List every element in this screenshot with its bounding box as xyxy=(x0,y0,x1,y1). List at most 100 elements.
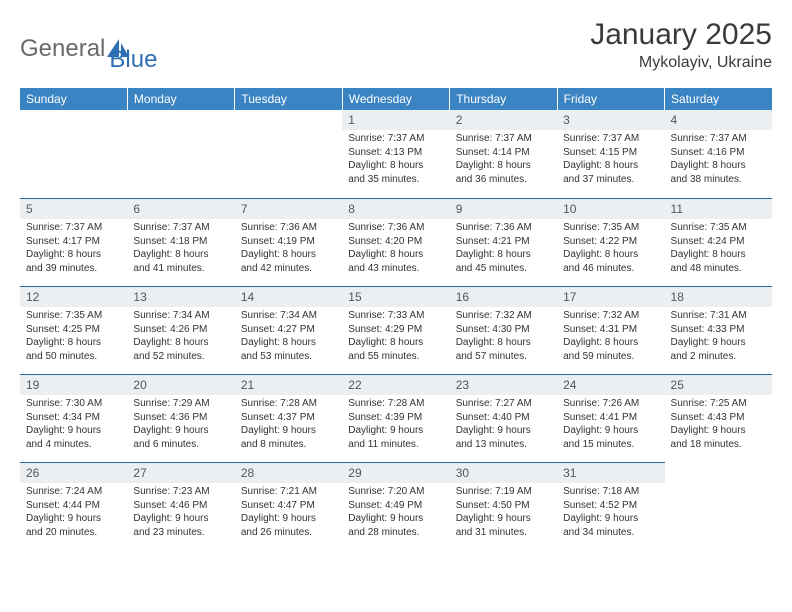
calendar-day-cell: 6Sunrise: 7:37 AMSunset: 4:18 PMDaylight… xyxy=(127,198,234,286)
calendar-header: SundayMondayTuesdayWednesdayThursdayFrid… xyxy=(20,88,772,110)
calendar-day-cell xyxy=(665,462,772,550)
calendar-day-cell xyxy=(235,110,342,198)
calendar-day-cell: 10Sunrise: 7:35 AMSunset: 4:22 PMDayligh… xyxy=(557,198,664,286)
day-info: Sunrise: 7:29 AMSunset: 4:36 PMDaylight:… xyxy=(127,395,234,455)
day-number: 27 xyxy=(127,462,234,483)
day-info: Sunrise: 7:20 AMSunset: 4:49 PMDaylight:… xyxy=(342,483,449,543)
day-info: Sunrise: 7:25 AMSunset: 4:43 PMDaylight:… xyxy=(665,395,772,455)
calendar-day-cell: 17Sunrise: 7:32 AMSunset: 4:31 PMDayligh… xyxy=(557,286,664,374)
day-number: 26 xyxy=(20,462,127,483)
day-info: Sunrise: 7:35 AMSunset: 4:24 PMDaylight:… xyxy=(665,219,772,279)
day-info: Sunrise: 7:37 AMSunset: 4:17 PMDaylight:… xyxy=(20,219,127,279)
day-number: 7 xyxy=(235,198,342,219)
day-number: 9 xyxy=(450,198,557,219)
day-info: Sunrise: 7:37 AMSunset: 4:18 PMDaylight:… xyxy=(127,219,234,279)
day-info: Sunrise: 7:18 AMSunset: 4:52 PMDaylight:… xyxy=(557,483,664,543)
weekday-header: Monday xyxy=(127,88,234,110)
weekday-header: Friday xyxy=(557,88,664,110)
day-info: Sunrise: 7:27 AMSunset: 4:40 PMDaylight:… xyxy=(450,395,557,455)
calendar-day-cell: 3Sunrise: 7:37 AMSunset: 4:15 PMDaylight… xyxy=(557,110,664,198)
day-info: Sunrise: 7:37 AMSunset: 4:13 PMDaylight:… xyxy=(342,130,449,190)
day-number: 20 xyxy=(127,374,234,395)
day-number: 24 xyxy=(557,374,664,395)
day-info: Sunrise: 7:24 AMSunset: 4:44 PMDaylight:… xyxy=(20,483,127,543)
weekday-header: Wednesday xyxy=(342,88,449,110)
day-number: 8 xyxy=(342,198,449,219)
day-info: Sunrise: 7:37 AMSunset: 4:14 PMDaylight:… xyxy=(450,130,557,190)
day-info: Sunrise: 7:35 AMSunset: 4:22 PMDaylight:… xyxy=(557,219,664,279)
calendar-day-cell: 8Sunrise: 7:36 AMSunset: 4:20 PMDaylight… xyxy=(342,198,449,286)
day-info: Sunrise: 7:33 AMSunset: 4:29 PMDaylight:… xyxy=(342,307,449,367)
calendar-table: SundayMondayTuesdayWednesdayThursdayFrid… xyxy=(20,88,772,550)
day-number: 14 xyxy=(235,286,342,307)
calendar-day-cell: 20Sunrise: 7:29 AMSunset: 4:36 PMDayligh… xyxy=(127,374,234,462)
day-number: 31 xyxy=(557,462,664,483)
calendar-day-cell: 7Sunrise: 7:36 AMSunset: 4:19 PMDaylight… xyxy=(235,198,342,286)
weekday-header: Thursday xyxy=(450,88,557,110)
calendar-day-cell: 30Sunrise: 7:19 AMSunset: 4:50 PMDayligh… xyxy=(450,462,557,550)
calendar-day-cell: 22Sunrise: 7:28 AMSunset: 4:39 PMDayligh… xyxy=(342,374,449,462)
day-info: Sunrise: 7:36 AMSunset: 4:19 PMDaylight:… xyxy=(235,219,342,279)
calendar-day-cell: 18Sunrise: 7:31 AMSunset: 4:33 PMDayligh… xyxy=(665,286,772,374)
day-number: 10 xyxy=(557,198,664,219)
day-number: 13 xyxy=(127,286,234,307)
day-number: 15 xyxy=(342,286,449,307)
day-number: 18 xyxy=(665,286,772,307)
day-info: Sunrise: 7:37 AMSunset: 4:15 PMDaylight:… xyxy=(557,130,664,190)
weekday-header: Tuesday xyxy=(235,88,342,110)
day-number: 1 xyxy=(342,110,449,130)
day-info: Sunrise: 7:34 AMSunset: 4:27 PMDaylight:… xyxy=(235,307,342,367)
calendar-body: 1Sunrise: 7:37 AMSunset: 4:13 PMDaylight… xyxy=(20,110,772,550)
day-number: 11 xyxy=(665,198,772,219)
day-number: 16 xyxy=(450,286,557,307)
page-title: January 2025 xyxy=(590,18,772,52)
day-info: Sunrise: 7:32 AMSunset: 4:31 PMDaylight:… xyxy=(557,307,664,367)
day-number: 25 xyxy=(665,374,772,395)
day-info: Sunrise: 7:28 AMSunset: 4:39 PMDaylight:… xyxy=(342,395,449,455)
calendar-day-cell: 24Sunrise: 7:26 AMSunset: 4:41 PMDayligh… xyxy=(557,374,664,462)
calendar-day-cell: 29Sunrise: 7:20 AMSunset: 4:49 PMDayligh… xyxy=(342,462,449,550)
day-info: Sunrise: 7:28 AMSunset: 4:37 PMDaylight:… xyxy=(235,395,342,455)
calendar-day-cell: 23Sunrise: 7:27 AMSunset: 4:40 PMDayligh… xyxy=(450,374,557,462)
calendar-day-cell: 26Sunrise: 7:24 AMSunset: 4:44 PMDayligh… xyxy=(20,462,127,550)
day-number: 22 xyxy=(342,374,449,395)
calendar-week-row: 12Sunrise: 7:35 AMSunset: 4:25 PMDayligh… xyxy=(20,286,772,374)
day-number: 6 xyxy=(127,198,234,219)
calendar-day-cell: 27Sunrise: 7:23 AMSunset: 4:46 PMDayligh… xyxy=(127,462,234,550)
day-info: Sunrise: 7:30 AMSunset: 4:34 PMDaylight:… xyxy=(20,395,127,455)
calendar-day-cell: 31Sunrise: 7:18 AMSunset: 4:52 PMDayligh… xyxy=(557,462,664,550)
calendar-day-cell xyxy=(127,110,234,198)
title-block: January 2025 Mykolayiv, Ukraine xyxy=(590,18,772,72)
calendar-day-cell: 25Sunrise: 7:25 AMSunset: 4:43 PMDayligh… xyxy=(665,374,772,462)
calendar-day-cell: 15Sunrise: 7:33 AMSunset: 4:29 PMDayligh… xyxy=(342,286,449,374)
logo-text-blue: Blue xyxy=(109,46,157,73)
day-number: 4 xyxy=(665,110,772,130)
calendar-day-cell: 13Sunrise: 7:34 AMSunset: 4:26 PMDayligh… xyxy=(127,286,234,374)
calendar-week-row: 19Sunrise: 7:30 AMSunset: 4:34 PMDayligh… xyxy=(20,374,772,462)
day-info: Sunrise: 7:31 AMSunset: 4:33 PMDaylight:… xyxy=(665,307,772,367)
day-number: 28 xyxy=(235,462,342,483)
day-info: Sunrise: 7:36 AMSunset: 4:21 PMDaylight:… xyxy=(450,219,557,279)
calendar-day-cell: 11Sunrise: 7:35 AMSunset: 4:24 PMDayligh… xyxy=(665,198,772,286)
logo: General Blue xyxy=(20,18,157,74)
calendar-day-cell: 9Sunrise: 7:36 AMSunset: 4:21 PMDaylight… xyxy=(450,198,557,286)
calendar-day-cell: 28Sunrise: 7:21 AMSunset: 4:47 PMDayligh… xyxy=(235,462,342,550)
calendar-week-row: 5Sunrise: 7:37 AMSunset: 4:17 PMDaylight… xyxy=(20,198,772,286)
day-number: 19 xyxy=(20,374,127,395)
day-number: 2 xyxy=(450,110,557,130)
day-number: 3 xyxy=(557,110,664,130)
day-info: Sunrise: 7:21 AMSunset: 4:47 PMDaylight:… xyxy=(235,483,342,543)
day-info: Sunrise: 7:37 AMSunset: 4:16 PMDaylight:… xyxy=(665,130,772,190)
day-info: Sunrise: 7:35 AMSunset: 4:25 PMDaylight:… xyxy=(20,307,127,367)
day-info: Sunrise: 7:23 AMSunset: 4:46 PMDaylight:… xyxy=(127,483,234,543)
logo-text-general: General xyxy=(20,35,105,63)
weekday-header: Saturday xyxy=(665,88,772,110)
calendar-day-cell: 21Sunrise: 7:28 AMSunset: 4:37 PMDayligh… xyxy=(235,374,342,462)
calendar-day-cell: 1Sunrise: 7:37 AMSunset: 4:13 PMDaylight… xyxy=(342,110,449,198)
day-number: 5 xyxy=(20,198,127,219)
day-number: 29 xyxy=(342,462,449,483)
calendar-week-row: 26Sunrise: 7:24 AMSunset: 4:44 PMDayligh… xyxy=(20,462,772,550)
calendar-day-cell: 4Sunrise: 7:37 AMSunset: 4:16 PMDaylight… xyxy=(665,110,772,198)
calendar-day-cell: 19Sunrise: 7:30 AMSunset: 4:34 PMDayligh… xyxy=(20,374,127,462)
header: General Blue January 2025 Mykolayiv, Ukr… xyxy=(20,18,772,74)
